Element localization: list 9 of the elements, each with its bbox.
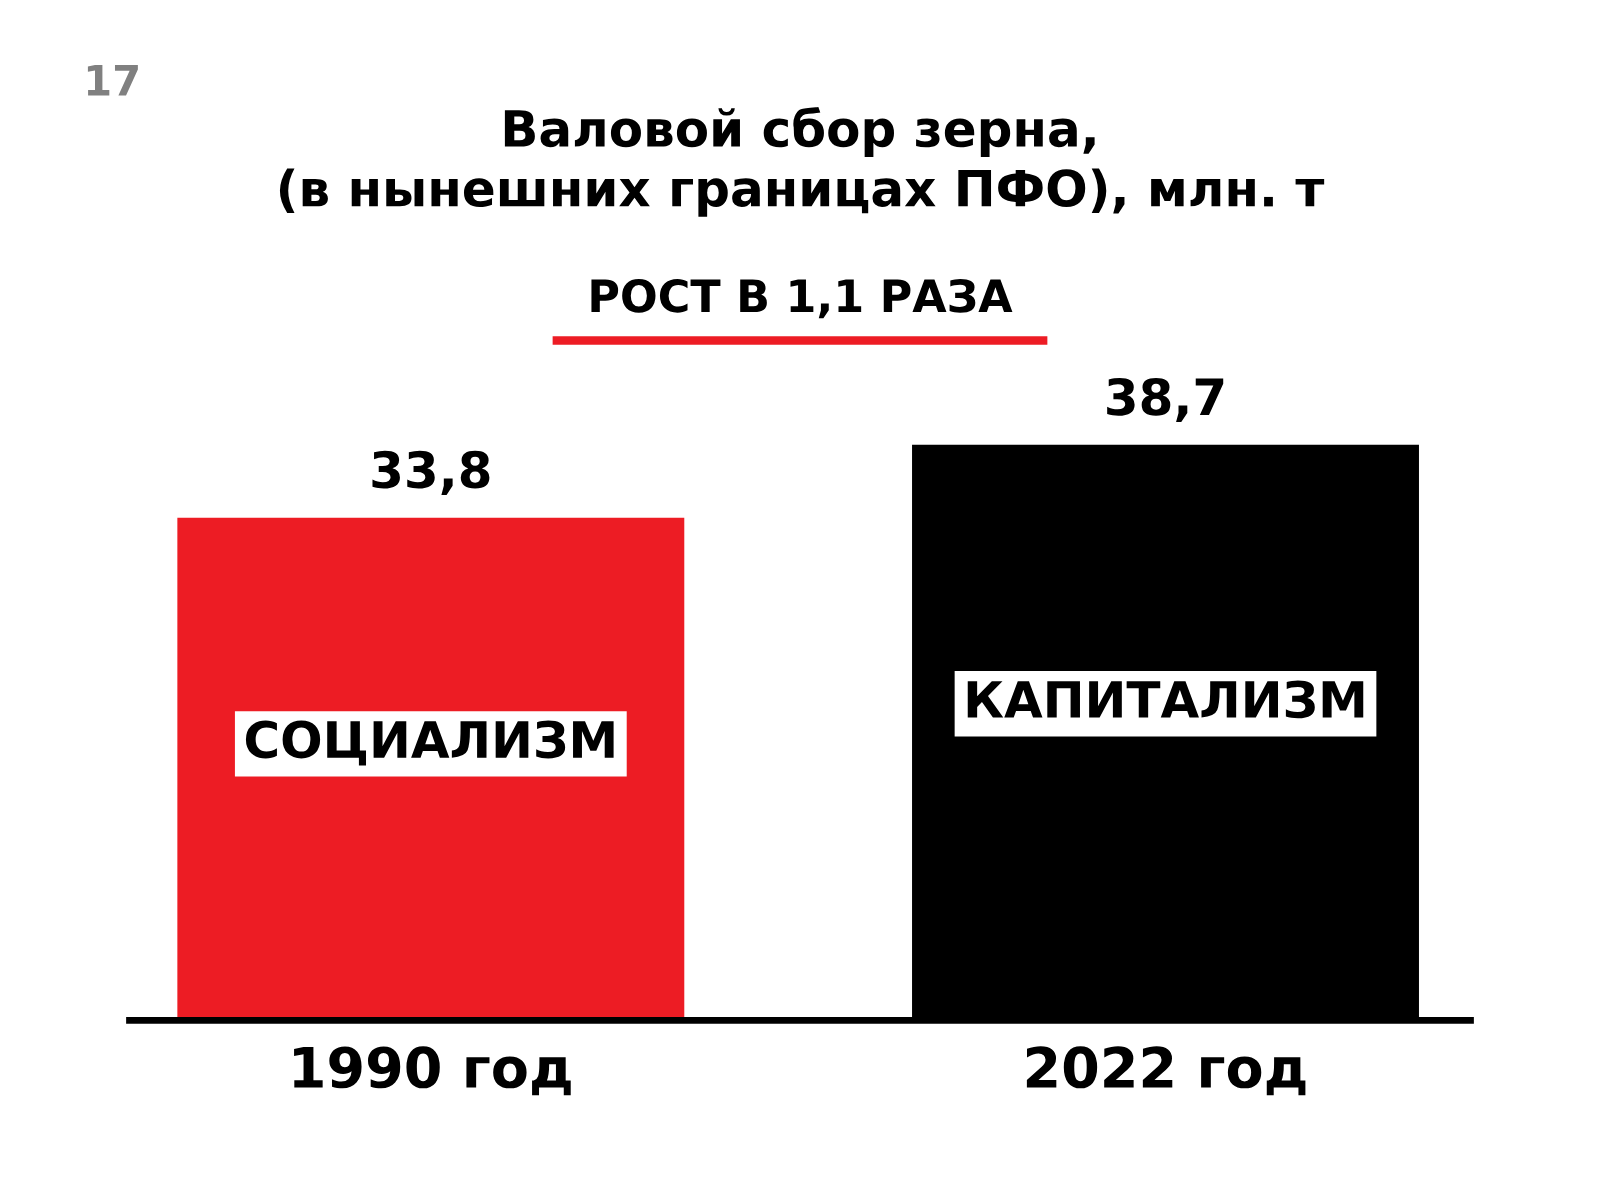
text: 17 (87, 65, 138, 96)
annotation: КАПИТАЛИЗМ (967, 680, 1364, 719)
chart-title: Валовой сбор зерна, (в нынешних границах ПФО), млн. т (279, 106, 1325, 217)
data-label: 38,7 (1107, 377, 1224, 423)
x-tick-label: 2022 год (1026, 1046, 1306, 1096)
annotation: СОЦИАЛИЗМ (245, 720, 614, 766)
chart-subtitle: РОСТ В 1,1 РАЗА (591, 279, 1013, 319)
data-label: 33,8 (372, 450, 490, 495)
x-tick-label: 1990 год (294, 1046, 571, 1096)
